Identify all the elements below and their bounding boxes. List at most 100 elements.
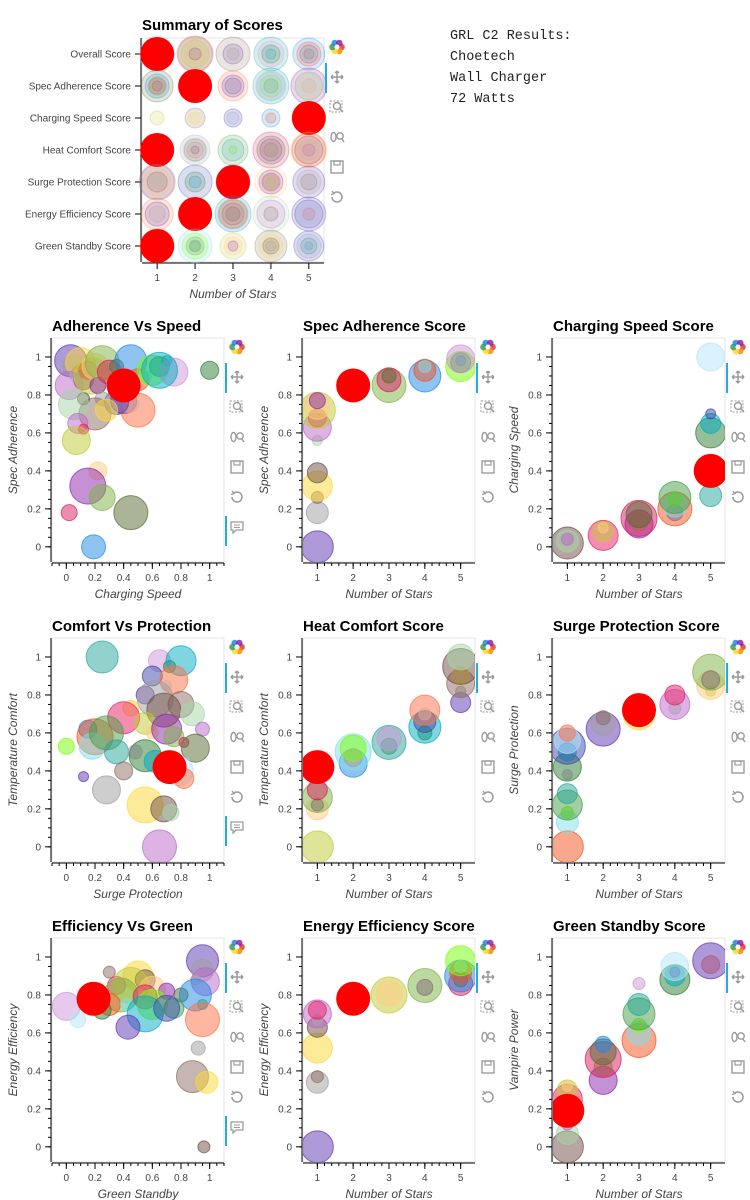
bokeh-logo-icon[interactable]	[730, 939, 746, 955]
pan-icon[interactable]	[230, 670, 244, 684]
save-icon[interactable]	[481, 1060, 495, 1074]
pan-icon[interactable]	[230, 370, 244, 384]
toolbar-accent	[225, 663, 227, 693]
box-zoom-icon[interactable]	[229, 1000, 244, 1013]
bokeh-logo-icon[interactable]	[730, 639, 746, 655]
pan-icon[interactable]	[481, 970, 495, 984]
highlight-point	[553, 1093, 585, 1128]
pan-icon[interactable]	[481, 370, 495, 384]
data-point	[177, 228, 213, 264]
wheel-zoom-icon[interactable]	[230, 431, 245, 443]
save-icon[interactable]	[731, 760, 745, 774]
chart-title: Heat Comfort Score	[303, 618, 444, 635]
wheel-zoom-icon[interactable]	[731, 431, 746, 443]
data-point	[595, 710, 611, 726]
wheel-zoom-handle	[240, 1038, 245, 1043]
box-zoom-icon[interactable]	[730, 700, 745, 713]
hover-icon[interactable]	[230, 821, 244, 835]
y-tick-label: 0.2	[27, 504, 41, 515]
reset-icon[interactable]	[731, 490, 744, 503]
pan-icon[interactable]	[731, 670, 745, 684]
x-tick-label: 2	[192, 273, 198, 284]
pan-arrows	[481, 670, 495, 684]
save-icon[interactable]	[330, 160, 344, 174]
data-point	[94, 398, 118, 422]
x-tick-label: 3	[386, 1173, 392, 1184]
save-icon[interactable]	[481, 760, 495, 774]
wheel-zoom-icon[interactable]	[731, 731, 746, 743]
box-zoom-icon[interactable]	[730, 1000, 745, 1013]
reset-icon[interactable]	[731, 790, 744, 803]
bokeh-logo-icon[interactable]	[480, 939, 496, 955]
wheel-zoom-icon[interactable]	[481, 431, 496, 443]
box-zoom-icon[interactable]	[730, 400, 745, 413]
bokeh-logo-icon[interactable]	[229, 639, 245, 655]
box-zoom-icon[interactable]	[229, 400, 244, 413]
reset-arrow	[731, 1090, 737, 1096]
box-zoom-icon[interactable]	[329, 100, 344, 113]
bokeh-logo-icon[interactable]	[480, 639, 496, 655]
box-zoom-icon[interactable]	[480, 700, 495, 713]
hover-icon[interactable]	[230, 1121, 244, 1135]
wheel-zoom-icon[interactable]	[731, 1031, 746, 1043]
wheel-zoom-wheel	[731, 731, 738, 743]
y-tick-label: 0.6	[278, 728, 292, 739]
data-point	[252, 195, 290, 233]
save-icon[interactable]	[731, 460, 745, 474]
wheel-zoom-icon[interactable]	[481, 1031, 496, 1043]
data-point	[254, 165, 288, 199]
data-point	[660, 951, 690, 981]
box-zoom-icon[interactable]	[229, 700, 244, 713]
box-zoom-rect	[480, 700, 494, 713]
data-point	[185, 1002, 220, 1038]
pan-icon[interactable]	[731, 970, 745, 984]
data-point	[302, 207, 316, 221]
box-zoom-lens	[733, 701, 743, 711]
y-tick-label: 0.4	[528, 466, 542, 477]
reset-icon[interactable]	[230, 1090, 243, 1103]
wheel-zoom-lens	[236, 1032, 244, 1040]
wheel-zoom-icon[interactable]	[230, 1031, 245, 1043]
reset-icon[interactable]	[230, 490, 243, 503]
reset-icon[interactable]	[230, 790, 243, 803]
pan-icon[interactable]	[330, 70, 344, 84]
data-point	[180, 39, 210, 69]
data-point	[263, 206, 279, 222]
pan-icon[interactable]	[230, 970, 244, 984]
reset-icon[interactable]	[481, 1090, 494, 1103]
save-icon[interactable]	[230, 1060, 244, 1074]
x-tick-label: 3	[386, 573, 392, 584]
points-layer	[57, 640, 210, 862]
y-tick-label: 0.2	[278, 1104, 292, 1115]
bokeh-logo-icon[interactable]	[480, 339, 496, 355]
save-icon[interactable]	[230, 460, 244, 474]
bokeh-logo-icon[interactable]	[229, 339, 245, 355]
data-point	[302, 143, 316, 157]
data-point	[217, 70, 249, 102]
save-icon[interactable]	[230, 760, 244, 774]
bokeh-logo-icon[interactable]	[730, 339, 746, 355]
save-icon[interactable]	[731, 1060, 745, 1074]
save-icon[interactable]	[481, 460, 495, 474]
wheel-zoom-icon[interactable]	[330, 131, 345, 143]
wheel-zoom-icon[interactable]	[230, 731, 245, 743]
pan-icon[interactable]	[481, 670, 495, 684]
wheel-zoom-icon[interactable]	[481, 731, 496, 743]
box-zoom-icon[interactable]	[480, 1000, 495, 1013]
box-zoom-rect	[730, 1000, 744, 1013]
reset-icon[interactable]	[481, 490, 494, 503]
data-point	[85, 640, 119, 674]
bokeh-logo-icon[interactable]	[229, 939, 245, 955]
y-tick-label: 1	[35, 352, 41, 363]
box-zoom-icon[interactable]	[480, 400, 495, 413]
reset-icon[interactable]	[481, 790, 494, 803]
y-tick-label: 0.8	[278, 990, 292, 1001]
data-point	[200, 360, 220, 380]
reset-icon[interactable]	[731, 1090, 744, 1103]
chart-title: Efficiency Vs Green	[52, 918, 193, 935]
reset-icon[interactable]	[330, 190, 343, 203]
data-point	[217, 198, 249, 230]
hover-icon[interactable]	[230, 521, 244, 535]
bokeh-logo-icon[interactable]	[329, 39, 345, 55]
pan-icon[interactable]	[731, 370, 745, 384]
